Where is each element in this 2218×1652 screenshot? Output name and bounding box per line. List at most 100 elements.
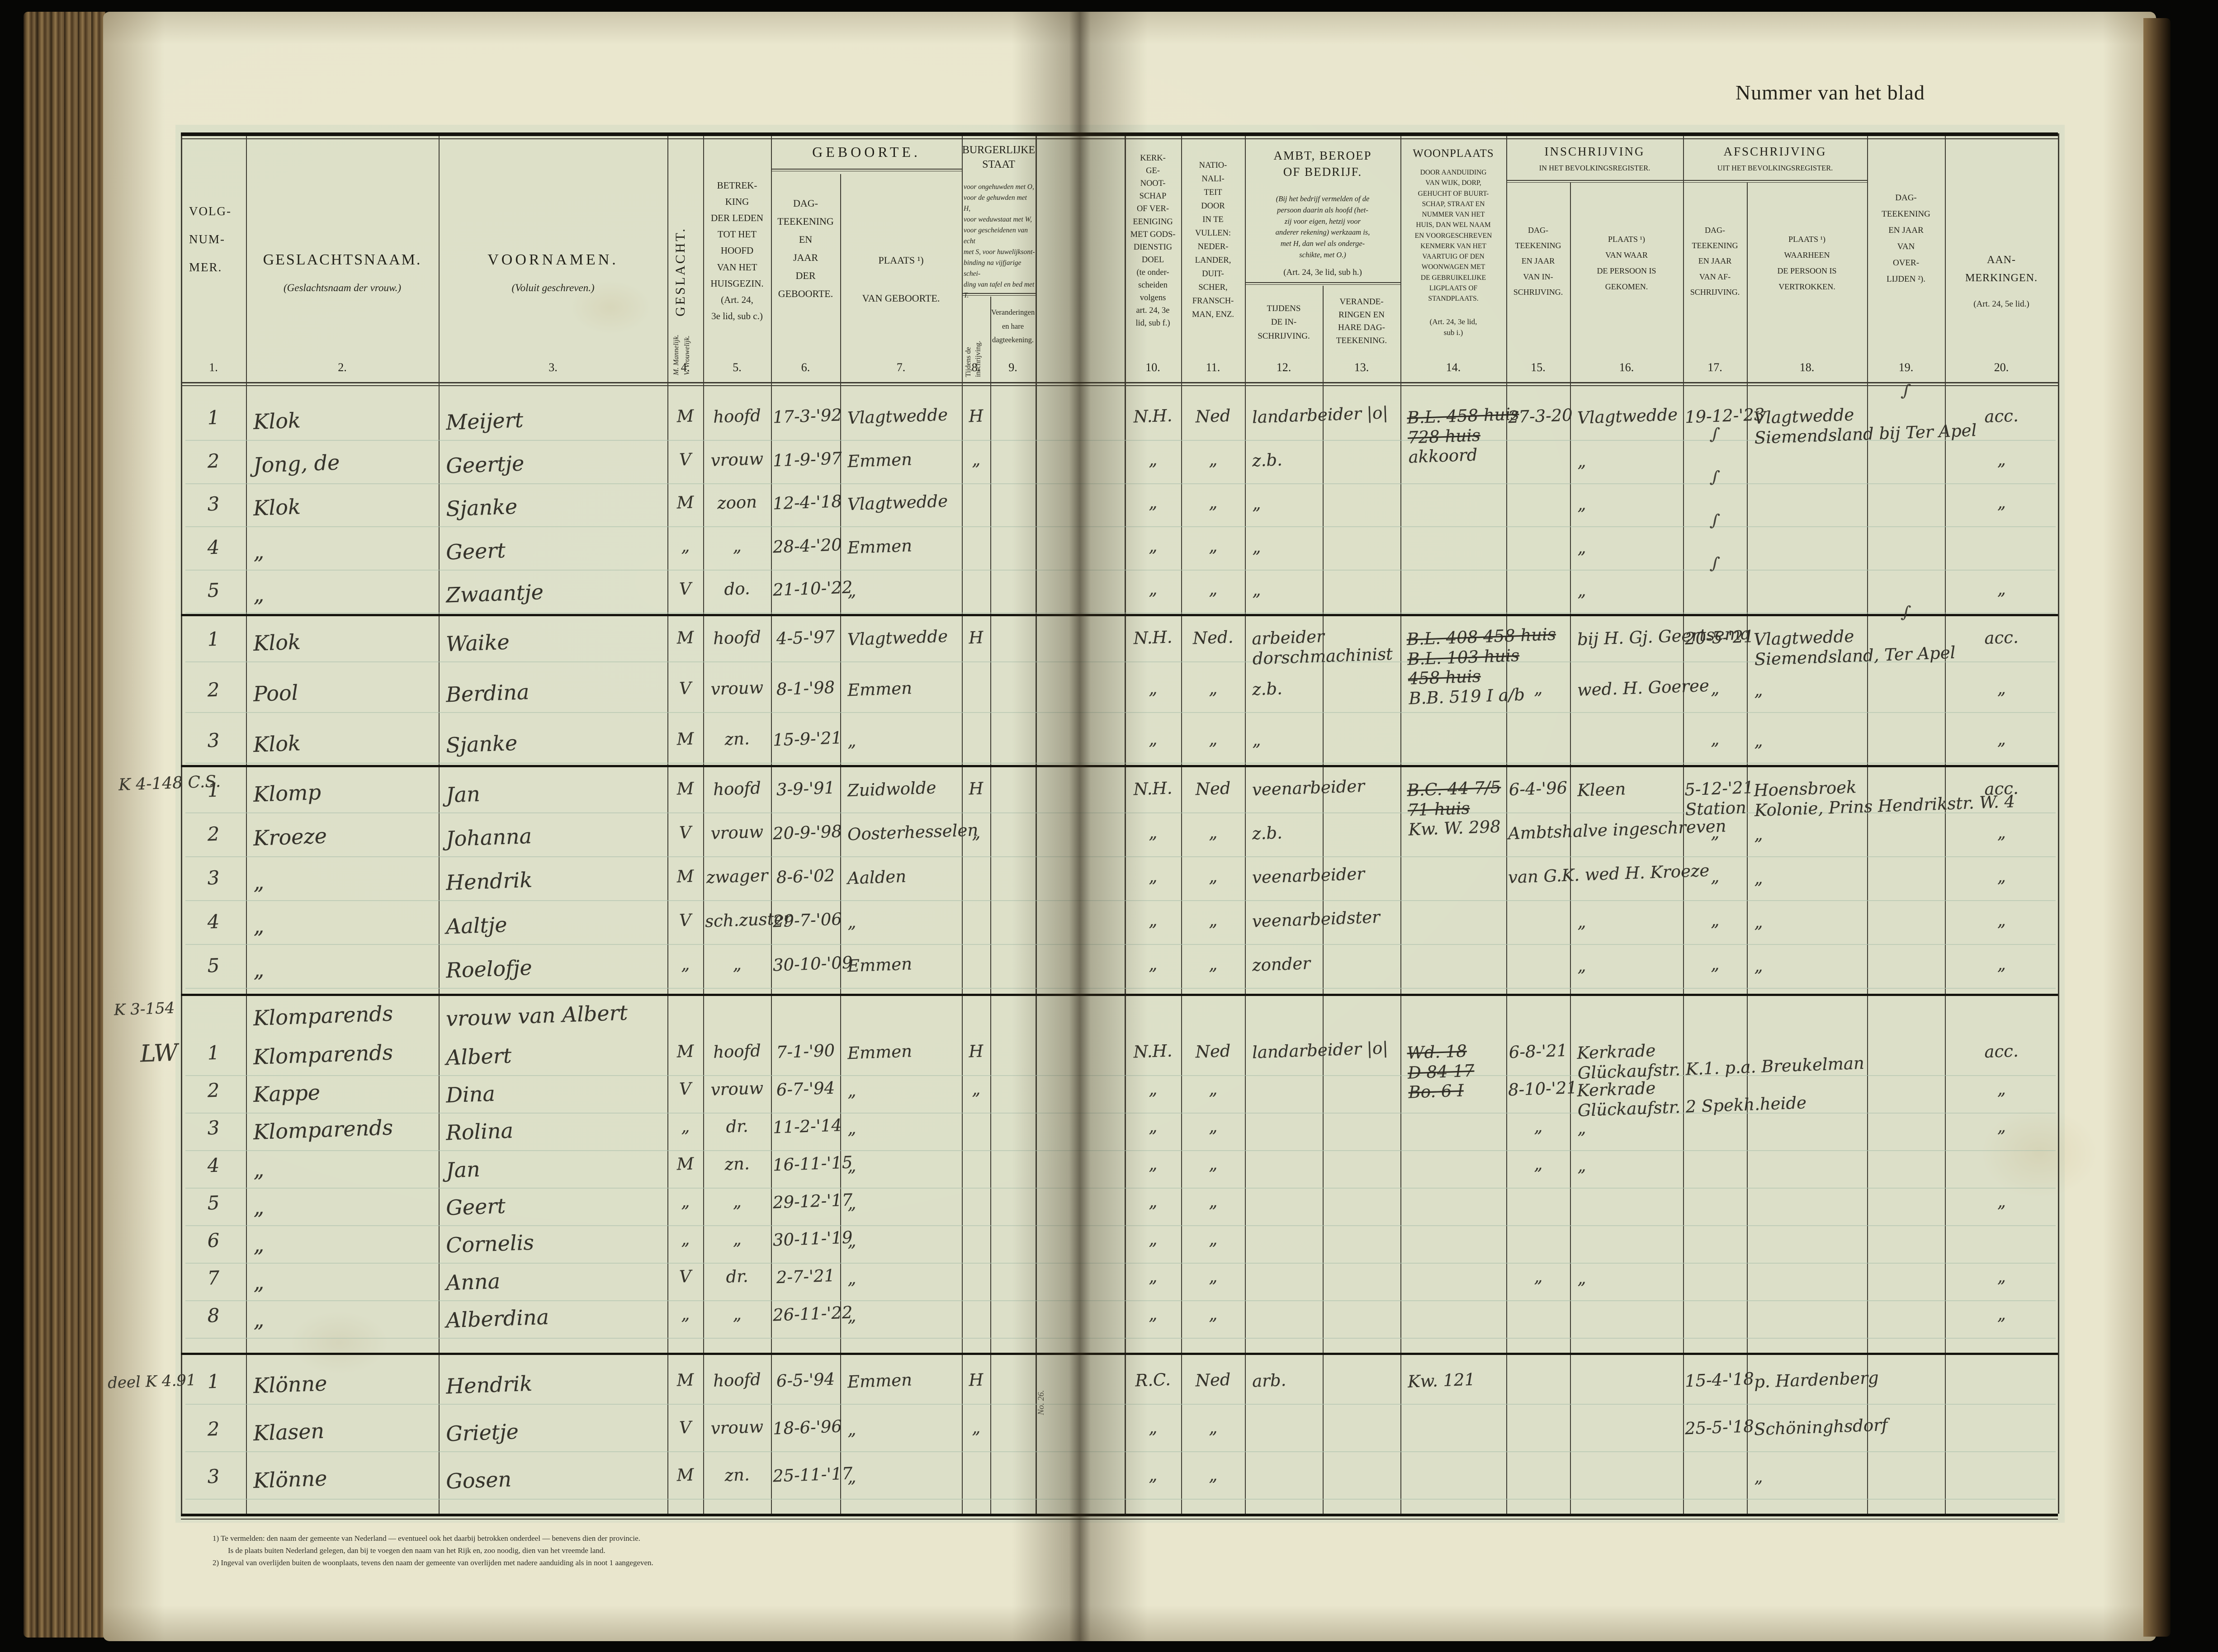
table-cell: Hoensbroek Kolonie, Prins Hendrikstr. W.… bbox=[1753, 777, 2015, 820]
table-cell: 20-5-'21 bbox=[1684, 626, 1755, 649]
table-cell: „ bbox=[1208, 822, 1218, 843]
col-woonplaats-note: DOOR AANDUIDING VAN WIJK, DORP, GEHUCHT … bbox=[1414, 169, 1492, 302]
table-cell: „ bbox=[1996, 1191, 2006, 1212]
row-guide-line bbox=[185, 526, 2056, 527]
table-cell: „ bbox=[1996, 1079, 2006, 1099]
table-cell: „ bbox=[1996, 954, 2006, 974]
grid-line bbox=[1867, 133, 1868, 1514]
table-cell: „ bbox=[971, 822, 981, 843]
column-number: 13. bbox=[1354, 361, 1369, 374]
footnote-2: 2) Ingeval van overlijden buiten de woon… bbox=[213, 1558, 653, 1567]
table-cell: 26-11-'22 bbox=[772, 1303, 853, 1325]
table-cell: 28-4-'20 bbox=[772, 534, 842, 557]
table-cell: M bbox=[676, 1465, 695, 1485]
table-cell: „ bbox=[971, 449, 981, 469]
table-cell: „ bbox=[1148, 822, 1158, 843]
table-cell: 8-1-'98 bbox=[776, 677, 835, 699]
grid-line bbox=[2058, 133, 2059, 1514]
col-ambt-tijdens-header: TIJDENS DE IN- SCHRIJVING. bbox=[1258, 304, 1310, 341]
column-number: 6. bbox=[801, 361, 810, 374]
table-cell: 4 bbox=[207, 1154, 220, 1177]
table-cell: „ bbox=[1148, 1304, 1158, 1324]
grid-line bbox=[840, 174, 841, 1514]
table-cell: 30-11-'19 bbox=[772, 1227, 853, 1250]
table-cell: Ned bbox=[1195, 778, 1231, 799]
table-cell: hoofd bbox=[713, 1369, 761, 1391]
column-number: 20. bbox=[1994, 361, 2009, 374]
row-guide-line bbox=[185, 1300, 2056, 1301]
table-cell: „ bbox=[1710, 910, 1720, 930]
table-cell: 6-8-'21 bbox=[1509, 1040, 1568, 1062]
table-cell: „ bbox=[1148, 910, 1158, 930]
table-cell: „ bbox=[681, 1191, 690, 1212]
table-cell: veenarbeider bbox=[1252, 864, 1365, 887]
row-guide-line bbox=[185, 1188, 2056, 1189]
table-cell: „ bbox=[1577, 451, 1586, 471]
table-cell: „ bbox=[1208, 954, 1218, 974]
grid-line bbox=[1181, 133, 1182, 1514]
table-cell: 16-11-'15 bbox=[772, 1152, 853, 1175]
col-dag-inschrijving-header: DAG- TEEKENING EN JAAR VAN IN- SCHRIJVIN… bbox=[1513, 226, 1563, 297]
table-cell: „ bbox=[1148, 1229, 1158, 1249]
table-cell: Wd. 18 D 84 17 Bo. 6 I bbox=[1406, 1041, 1475, 1103]
table-cell: „ bbox=[1996, 1116, 2006, 1137]
table-cell: vrouw bbox=[710, 1078, 764, 1100]
table-cell: veenarbeidster bbox=[1252, 907, 1381, 931]
table-cell: Ned bbox=[1195, 406, 1231, 427]
margin-note: K 4-148 C.S. bbox=[118, 772, 221, 794]
row-guide-line bbox=[185, 1404, 2056, 1405]
grid-rule bbox=[771, 169, 962, 170]
table-cell: „ bbox=[1148, 678, 1158, 699]
margin-note: LW bbox=[139, 1039, 179, 1068]
table-cell: M bbox=[676, 1154, 695, 1174]
table-cell: H bbox=[968, 779, 984, 799]
column-number: 7. bbox=[896, 361, 906, 374]
table-cell: landarbeider |o| bbox=[1252, 1038, 1389, 1062]
table-cell: Kerkrade Glückaufstr. K.1. p.a. Breukelm… bbox=[1576, 1040, 1865, 1083]
grid-rule bbox=[181, 132, 2058, 136]
table-cell: „ bbox=[681, 1304, 690, 1324]
table-cell: „ bbox=[1996, 822, 2006, 843]
column-number: 18. bbox=[1799, 361, 1815, 374]
col-betrekking-header: BETREK- KING DER LEDEN TOT HET HOOFD VAN… bbox=[710, 180, 764, 321]
table-cell: do. bbox=[724, 579, 751, 599]
grid-rule bbox=[181, 138, 2058, 139]
table-cell: 2 bbox=[207, 1417, 220, 1440]
table-cell: hoofd bbox=[713, 1041, 761, 1062]
table-cell: M bbox=[676, 1370, 695, 1390]
table-cell: „ bbox=[732, 1304, 742, 1324]
table-cell: M bbox=[676, 779, 695, 799]
table-cell: „ bbox=[1208, 729, 1218, 749]
col-dag-afschrijving-header: DAG- TEEKENING EN JAAR VAN AF- SCHRIJVIN… bbox=[1690, 226, 1740, 297]
col-voornamen-sub: (Voluit geschreven.) bbox=[511, 282, 595, 293]
table-cell: H bbox=[968, 1041, 984, 1062]
table-cell: „ bbox=[1577, 912, 1586, 932]
table-cell: 6 bbox=[207, 1229, 220, 1252]
row-guide-line bbox=[185, 988, 2056, 989]
col-woonplaats-art: (Art. 24, 3e lid, sub i.) bbox=[1429, 317, 1477, 337]
table-cell: Ned bbox=[1195, 1041, 1231, 1062]
table-cell: „ bbox=[1148, 729, 1158, 749]
table-cell: „ bbox=[1208, 1191, 1218, 1212]
column-number: 1. bbox=[209, 361, 218, 374]
table-cell: 15-9-'21 bbox=[772, 728, 842, 750]
table-cell: V bbox=[679, 678, 692, 699]
grid-rule bbox=[181, 1519, 2058, 1520]
table-cell: H bbox=[968, 406, 984, 426]
table-cell: 5-12-'21 Station bbox=[1684, 778, 1754, 819]
inschrijving-group-sub: IN HET BEVOLKINGSREGISTER. bbox=[1539, 164, 1650, 172]
table-cell: „ bbox=[1577, 1156, 1586, 1176]
table-cell: 30-10-'09 bbox=[772, 953, 853, 975]
row-guide-line bbox=[185, 569, 2056, 571]
table-cell: Ned bbox=[1195, 1369, 1231, 1391]
table-cell: „ bbox=[1996, 1266, 2006, 1287]
table-cell: „ bbox=[1148, 492, 1158, 513]
table-cell: vrouw bbox=[710, 1416, 764, 1439]
grid-line bbox=[1036, 133, 1037, 1514]
grid-line bbox=[1245, 133, 1246, 1514]
margin-note: deel K 4.91 bbox=[107, 1371, 197, 1392]
table-cell: „ bbox=[1710, 678, 1720, 699]
table-cell: 6-4-'96 bbox=[1509, 778, 1568, 800]
table-cell: 3 bbox=[207, 1465, 220, 1488]
column-number: 16. bbox=[1619, 361, 1634, 374]
